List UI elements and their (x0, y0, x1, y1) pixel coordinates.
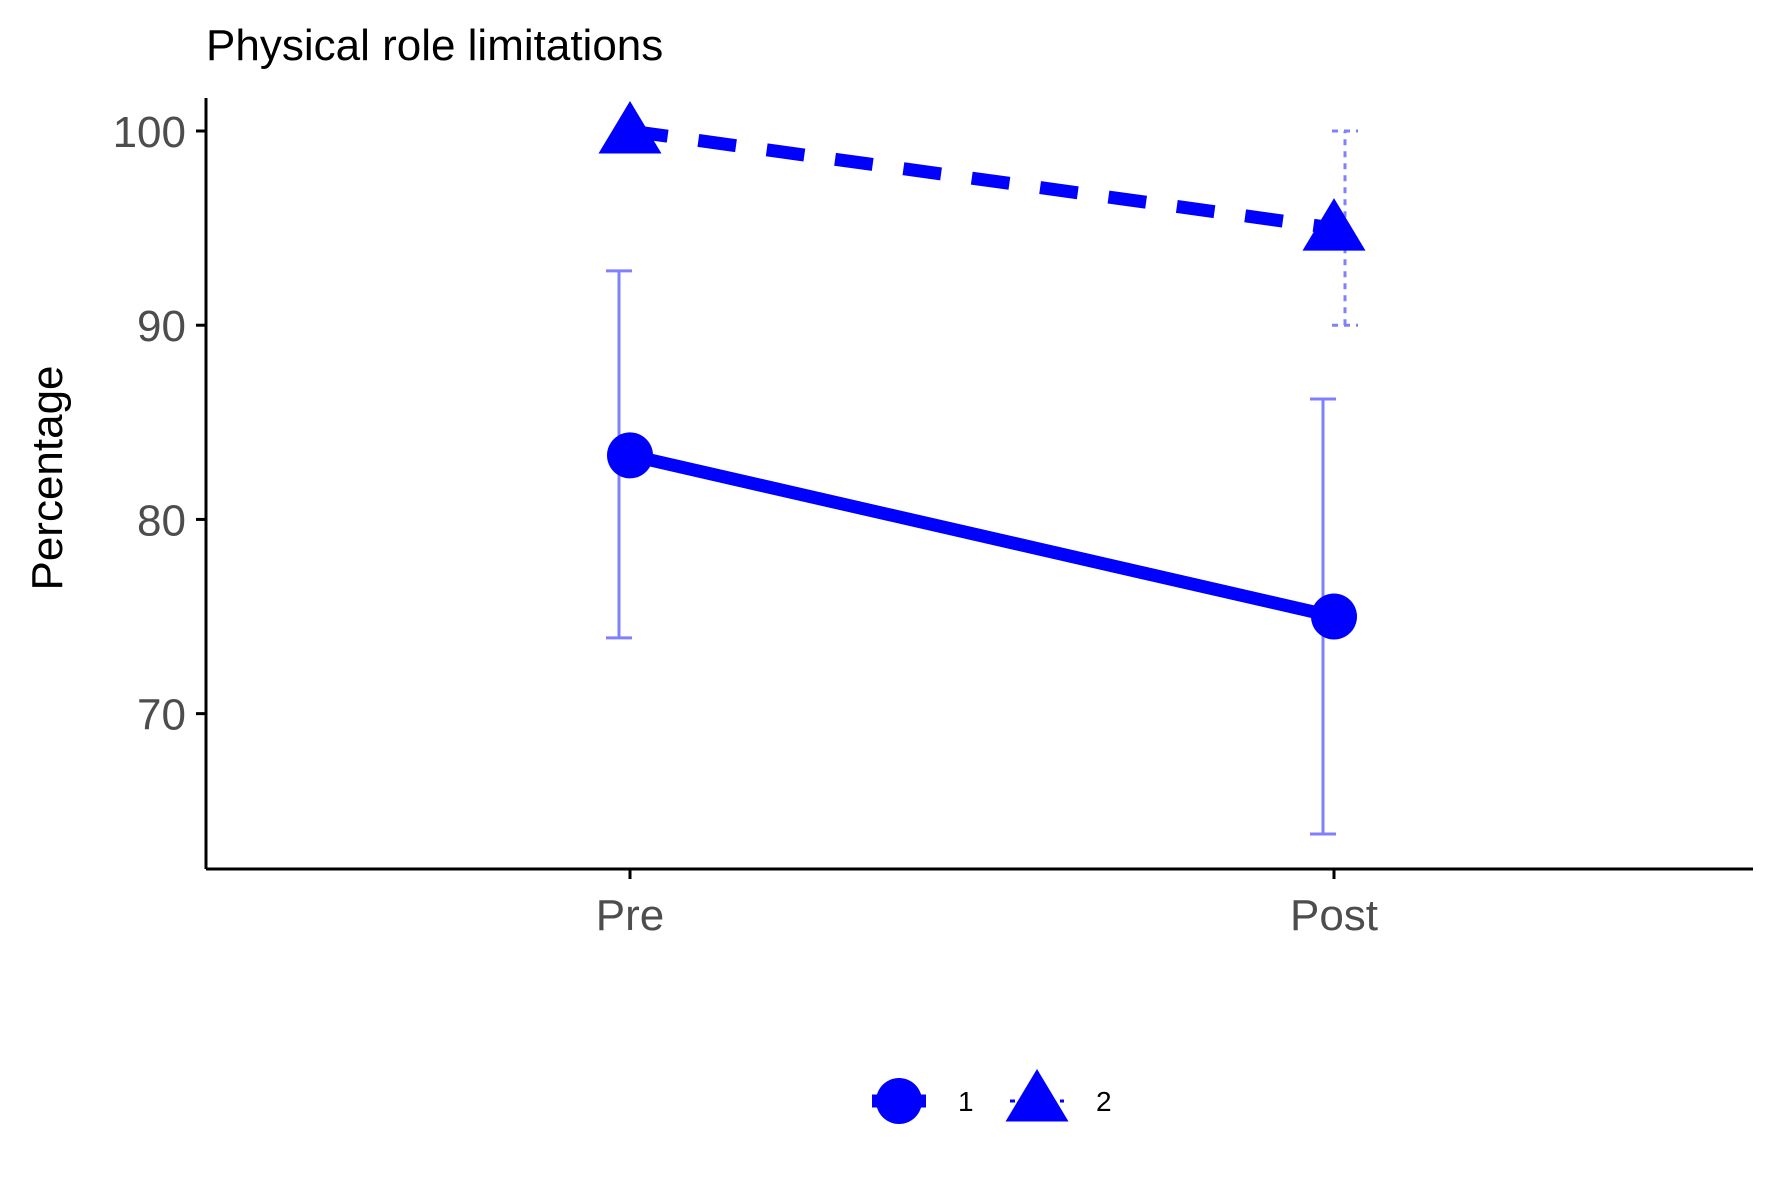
data-points (598, 101, 1366, 640)
point-circle (1311, 593, 1357, 640)
y-axis-label: Percentage (23, 365, 72, 590)
point-triangle (1302, 198, 1366, 251)
y-tick-label: 80 (137, 496, 186, 545)
y-tick-label: 90 (137, 302, 186, 351)
legend-key-circle (876, 1078, 922, 1124)
chart-title: Physical role limitations (206, 21, 663, 70)
series-lines (628, 124, 1336, 623)
legend-label: 1 (958, 1086, 974, 1117)
x-tick-label: Pre (596, 891, 664, 940)
x-ticks: Pre Post (596, 869, 1378, 940)
point-triangle (598, 101, 662, 154)
series-line-1 (628, 449, 1336, 623)
series-line-2 (629, 124, 1335, 235)
x-tick-label: Post (1290, 891, 1378, 940)
y-ticks: 70 80 90 100 (113, 108, 206, 740)
y-tick-label: 70 (137, 691, 186, 740)
point-circle (607, 432, 653, 479)
y-tick-label: 100 (113, 108, 186, 157)
legend-label: 2 (1096, 1086, 1112, 1117)
error-bars (606, 129, 1358, 836)
legend-key-triangle (1005, 1069, 1069, 1122)
